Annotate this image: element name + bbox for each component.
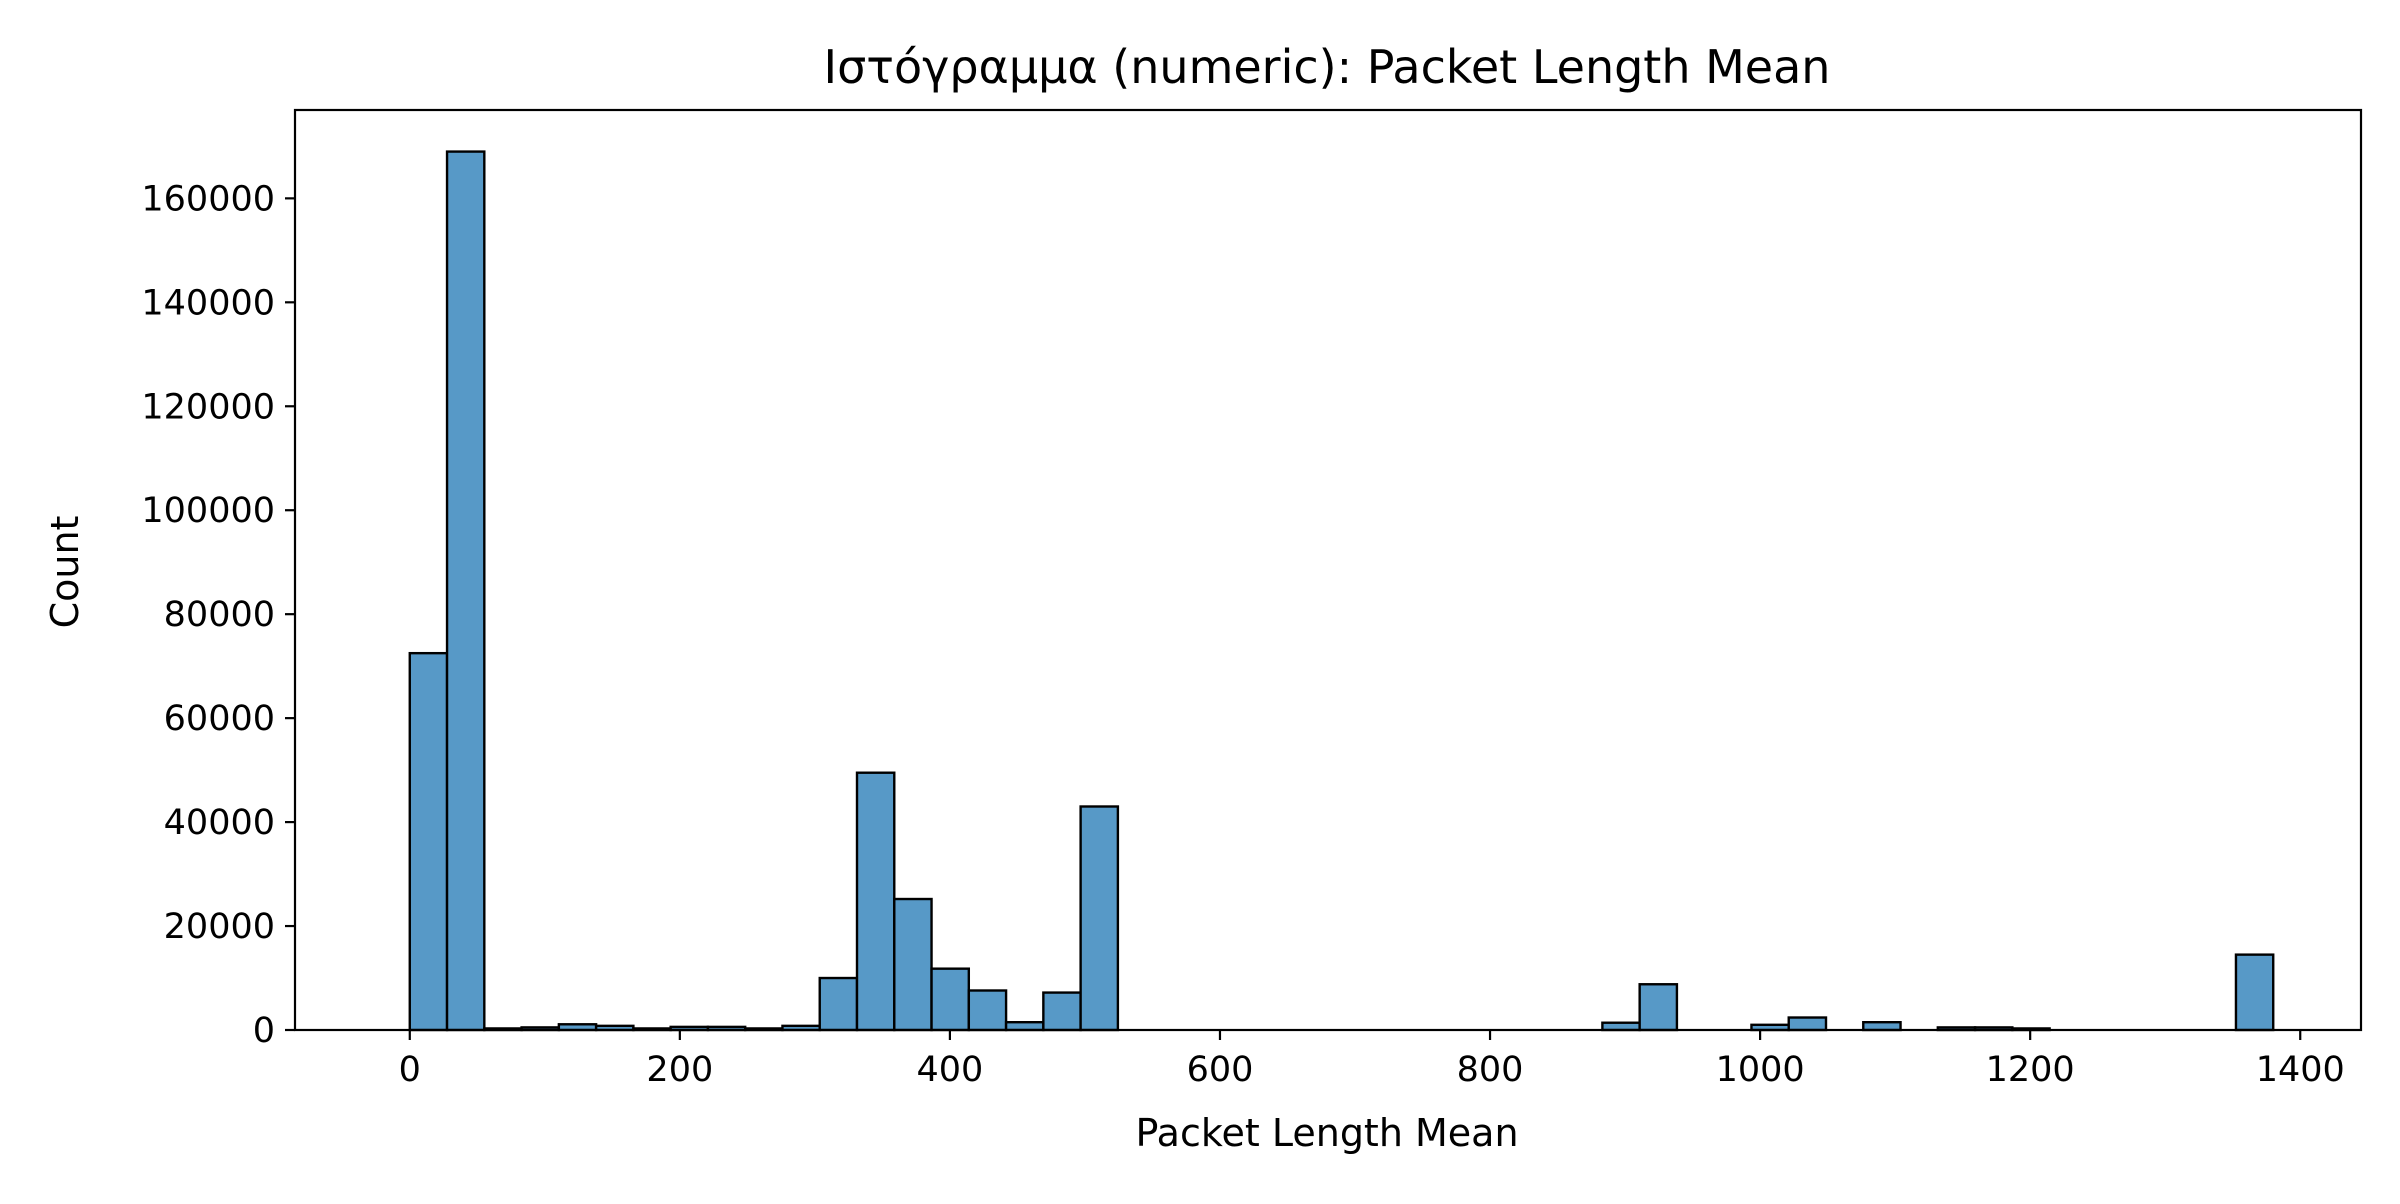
y-axis-label: Count — [43, 516, 87, 629]
histogram-bar — [1638, 983, 1679, 1032]
x-tick-label: 1000 — [1716, 1050, 1805, 1090]
x-axis-ticks: 0 200 400 600 800 1000 1200 1400 — [399, 1030, 2345, 1090]
x-axis-label: Packet Length Mean — [1135, 1111, 1518, 1155]
histogram-bar — [930, 967, 971, 1032]
histogram-bar — [1862, 1021, 1902, 1032]
histogram-bar — [855, 771, 896, 1032]
histogram-bar — [1079, 805, 1120, 1032]
x-tick-label: 600 — [1187, 1050, 1254, 1090]
y-tick-label: 140000 — [141, 283, 275, 323]
histogram-bar — [1042, 991, 1082, 1032]
plot-area-frame — [293, 108, 2363, 1032]
histogram-bar — [818, 976, 859, 1032]
histogram-bar — [2234, 953, 2275, 1032]
y-tick-label: 20000 — [164, 907, 275, 947]
x-tick-label: 1200 — [1986, 1050, 2075, 1090]
y-tick-label: 80000 — [164, 595, 275, 635]
y-tick-label: 120000 — [141, 387, 275, 427]
y-tick-label: 40000 — [164, 803, 275, 843]
y-tick-label: 160000 — [141, 179, 275, 219]
histogram-bar — [1004, 1021, 1045, 1032]
histogram-bar — [967, 989, 1008, 1032]
y-tick-label: 0 — [253, 1011, 275, 1051]
x-tick-label: 400 — [917, 1050, 984, 1090]
histogram-bar — [893, 897, 933, 1032]
x-tick-label: 0 — [399, 1050, 421, 1090]
bars-group — [408, 150, 2275, 1032]
y-tick-label: 100000 — [141, 491, 275, 531]
y-tick-label: 60000 — [164, 699, 275, 739]
x-tick-label: 800 — [1457, 1050, 1524, 1090]
x-tick-label: 200 — [646, 1050, 713, 1090]
histogram-bar — [445, 150, 486, 1032]
y-axis-ticks: 0 20000 40000 60000 80000 100000 120000 140000 1… — [141, 179, 295, 1051]
histogram-bar — [408, 651, 449, 1032]
x-tick-label: 1400 — [2256, 1050, 2345, 1090]
chart-title: Ιστόγραμμα (numeric): Packet Length Mean — [824, 40, 1831, 94]
histogram-bar — [1787, 1016, 1828, 1032]
